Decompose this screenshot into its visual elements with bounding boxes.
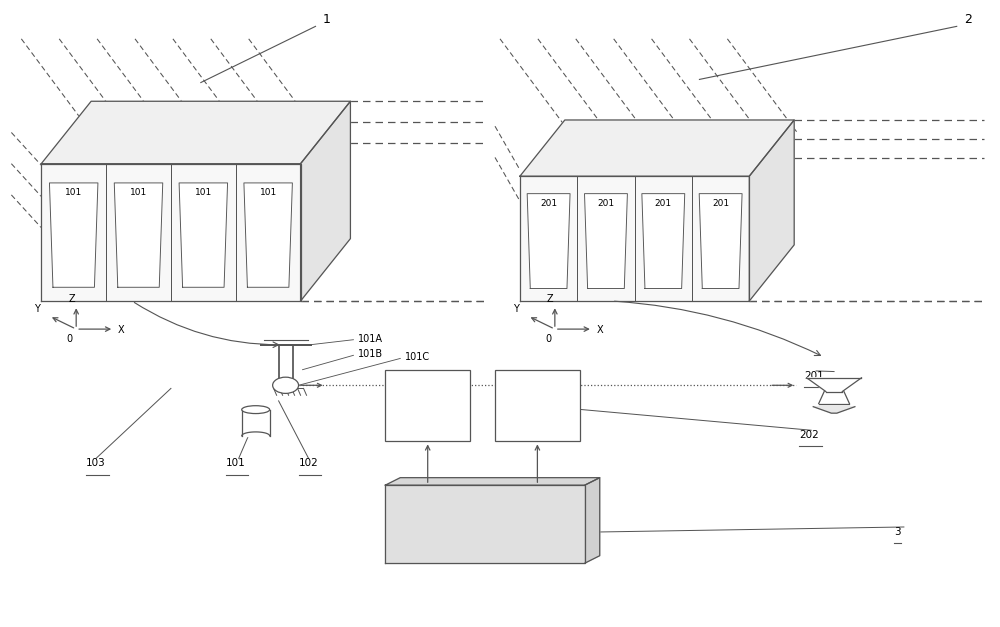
Polygon shape xyxy=(520,120,794,176)
Text: 101: 101 xyxy=(65,188,82,197)
Text: 2: 2 xyxy=(964,13,972,26)
Polygon shape xyxy=(41,102,350,164)
Polygon shape xyxy=(49,183,98,287)
Polygon shape xyxy=(385,485,585,563)
Text: 201: 201 xyxy=(712,199,729,208)
Polygon shape xyxy=(642,194,685,288)
Bar xyxy=(495,370,580,441)
Text: 3: 3 xyxy=(894,527,901,537)
Text: 201: 201 xyxy=(655,199,672,208)
Polygon shape xyxy=(749,120,794,301)
Polygon shape xyxy=(114,183,163,287)
Polygon shape xyxy=(813,407,855,413)
Text: 101B: 101B xyxy=(358,349,384,359)
Text: 201: 201 xyxy=(597,199,615,208)
Text: Y: Y xyxy=(513,304,519,314)
Polygon shape xyxy=(585,478,600,563)
Text: 0: 0 xyxy=(66,334,72,344)
Text: 101: 101 xyxy=(195,188,212,197)
Text: 101: 101 xyxy=(260,188,277,197)
Polygon shape xyxy=(385,478,600,485)
Text: 101C: 101C xyxy=(405,352,430,362)
Polygon shape xyxy=(585,194,627,288)
Text: 103: 103 xyxy=(86,458,106,468)
Polygon shape xyxy=(527,194,570,288)
Text: 0: 0 xyxy=(545,334,551,344)
Circle shape xyxy=(273,377,299,393)
Text: X: X xyxy=(597,325,603,335)
Text: 201: 201 xyxy=(540,199,557,208)
Polygon shape xyxy=(807,378,861,391)
Text: 101A: 101A xyxy=(358,334,383,344)
Bar xyxy=(385,370,470,441)
Polygon shape xyxy=(520,176,749,301)
Text: X: X xyxy=(118,325,125,335)
Ellipse shape xyxy=(242,406,270,414)
Polygon shape xyxy=(244,183,292,287)
Polygon shape xyxy=(41,164,301,301)
Text: Z: Z xyxy=(547,293,553,303)
Text: Z: Z xyxy=(68,293,75,303)
Polygon shape xyxy=(699,194,742,288)
Text: Y: Y xyxy=(34,304,40,314)
Text: 1: 1 xyxy=(322,13,330,26)
Text: 201: 201 xyxy=(804,371,824,381)
Polygon shape xyxy=(242,409,270,436)
Polygon shape xyxy=(301,102,350,301)
Text: 101: 101 xyxy=(226,458,246,468)
Text: 202: 202 xyxy=(799,430,819,440)
Text: 102: 102 xyxy=(299,458,318,468)
Polygon shape xyxy=(179,183,228,287)
Text: 101: 101 xyxy=(130,188,147,197)
